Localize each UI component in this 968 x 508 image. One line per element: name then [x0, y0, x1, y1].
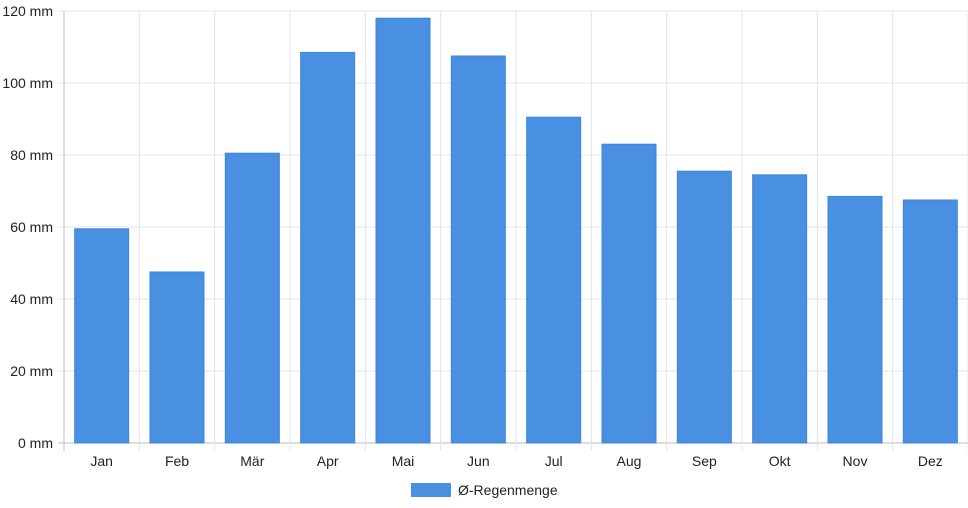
- bar-mär[interactable]: [224, 152, 280, 444]
- y-tick-label: 20 mm: [10, 363, 53, 379]
- y-axis: 0 mm 20 mm 40 mm 60 mm 80 mm 100 mm 120 mm: [2, 3, 53, 451]
- x-tick-label: Apr: [317, 453, 339, 469]
- bar-sep[interactable]: [676, 170, 732, 444]
- y-tick-label: 80 mm: [10, 147, 53, 163]
- y-tick-label: 100 mm: [2, 75, 53, 91]
- bar-mai[interactable]: [375, 17, 431, 444]
- x-axis: Jan Feb Mär Apr Mai Jun Jul Aug Sep Okt Nov Dez: [90, 453, 942, 469]
- x-tick-label: Sep: [692, 453, 717, 469]
- y-tick-label: 120 mm: [2, 3, 53, 19]
- x-tick-label: Jan: [90, 453, 113, 469]
- x-tick-label: Mai: [392, 453, 415, 469]
- bar-okt[interactable]: [752, 174, 808, 444]
- y-tick-label: 40 mm: [10, 291, 53, 307]
- bar-jun[interactable]: [450, 55, 506, 444]
- bar-feb[interactable]: [149, 271, 205, 444]
- x-tick-label: Dez: [918, 453, 943, 469]
- y-tick-label: 60 mm: [10, 219, 53, 235]
- x-tick-label: Mär: [240, 453, 264, 469]
- legend-swatch[interactable]: [411, 483, 451, 497]
- bar-jan[interactable]: [74, 228, 130, 444]
- y-tick-label: 0 mm: [18, 435, 53, 451]
- bar-nov[interactable]: [827, 195, 883, 444]
- x-tick-label: Aug: [617, 453, 642, 469]
- bar-aug[interactable]: [601, 143, 657, 444]
- x-tick-label: Feb: [165, 453, 189, 469]
- bar-apr[interactable]: [300, 51, 356, 444]
- grid-lines: [58, 10, 968, 451]
- x-tick-label: Jun: [467, 453, 490, 469]
- bar-dez[interactable]: [902, 199, 958, 444]
- x-tick-label: Jul: [545, 453, 563, 469]
- legend[interactable]: Ø-Regenmenge: [411, 482, 558, 498]
- x-tick-label: Okt: [769, 453, 791, 469]
- x-tick-label: Nov: [843, 453, 868, 469]
- bars: [74, 17, 958, 444]
- legend-label-regenmenge[interactable]: Ø-Regenmenge: [458, 482, 558, 498]
- bar-jul[interactable]: [526, 116, 582, 444]
